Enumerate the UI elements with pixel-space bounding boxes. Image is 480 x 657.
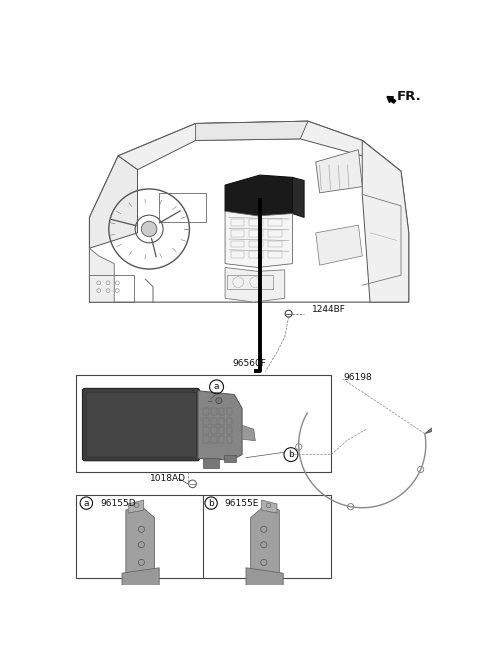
Polygon shape bbox=[89, 121, 409, 302]
Text: 96155E: 96155E bbox=[224, 499, 259, 508]
Polygon shape bbox=[292, 177, 304, 217]
Polygon shape bbox=[89, 248, 114, 302]
Bar bbox=[211, 409, 216, 415]
Bar bbox=[227, 418, 232, 424]
Bar bbox=[204, 409, 209, 415]
Bar bbox=[224, 455, 236, 463]
Bar bbox=[204, 459, 219, 468]
Polygon shape bbox=[225, 212, 292, 267]
Bar bbox=[230, 240, 244, 248]
Polygon shape bbox=[316, 225, 362, 265]
Polygon shape bbox=[122, 568, 159, 591]
Bar bbox=[219, 418, 224, 424]
Bar bbox=[268, 230, 282, 237]
Bar bbox=[249, 252, 263, 258]
Bar bbox=[219, 427, 224, 434]
Polygon shape bbox=[425, 424, 440, 434]
Bar bbox=[268, 240, 282, 248]
Bar bbox=[230, 252, 244, 258]
Bar bbox=[249, 219, 263, 226]
Bar bbox=[159, 193, 206, 222]
Polygon shape bbox=[89, 156, 137, 248]
Bar bbox=[75, 495, 331, 578]
Text: b: b bbox=[288, 450, 294, 459]
Text: 1018AD: 1018AD bbox=[150, 474, 186, 483]
Text: 96560F: 96560F bbox=[232, 359, 266, 367]
Bar bbox=[268, 219, 282, 226]
Polygon shape bbox=[225, 267, 285, 302]
Bar bbox=[219, 409, 224, 415]
Polygon shape bbox=[316, 150, 362, 193]
Bar bbox=[227, 427, 232, 434]
Polygon shape bbox=[362, 141, 409, 302]
Bar bbox=[227, 436, 232, 443]
Bar bbox=[227, 409, 232, 415]
Polygon shape bbox=[262, 500, 277, 513]
Polygon shape bbox=[251, 506, 279, 579]
Bar bbox=[230, 230, 244, 237]
Polygon shape bbox=[225, 175, 292, 216]
Text: a: a bbox=[214, 382, 219, 392]
Polygon shape bbox=[126, 506, 155, 579]
FancyBboxPatch shape bbox=[86, 392, 196, 457]
Bar bbox=[204, 418, 209, 424]
Bar bbox=[204, 427, 209, 434]
Polygon shape bbox=[248, 585, 282, 601]
Text: 96155D: 96155D bbox=[100, 499, 136, 508]
Polygon shape bbox=[128, 500, 144, 513]
Bar bbox=[249, 230, 263, 237]
Circle shape bbox=[142, 221, 157, 237]
Polygon shape bbox=[123, 585, 157, 601]
Polygon shape bbox=[196, 121, 308, 141]
Bar bbox=[219, 436, 224, 443]
Bar bbox=[75, 375, 331, 472]
Bar bbox=[268, 252, 282, 258]
Bar bbox=[227, 275, 273, 289]
Polygon shape bbox=[242, 425, 255, 441]
Text: a: a bbox=[84, 499, 89, 508]
Bar bbox=[249, 240, 263, 248]
Bar bbox=[211, 418, 216, 424]
FancyArrow shape bbox=[387, 97, 396, 103]
Text: FR.: FR. bbox=[397, 89, 422, 102]
Polygon shape bbox=[246, 568, 283, 591]
Bar bbox=[230, 219, 244, 226]
Bar bbox=[89, 275, 134, 302]
Circle shape bbox=[216, 397, 222, 404]
Text: b: b bbox=[208, 499, 214, 508]
Text: 1244BF: 1244BF bbox=[312, 306, 346, 314]
Bar bbox=[211, 427, 216, 434]
Bar bbox=[211, 436, 216, 443]
Bar bbox=[204, 436, 209, 443]
FancyBboxPatch shape bbox=[83, 388, 200, 461]
Polygon shape bbox=[198, 391, 242, 460]
Polygon shape bbox=[118, 121, 401, 171]
Text: 96198: 96198 bbox=[343, 373, 372, 382]
